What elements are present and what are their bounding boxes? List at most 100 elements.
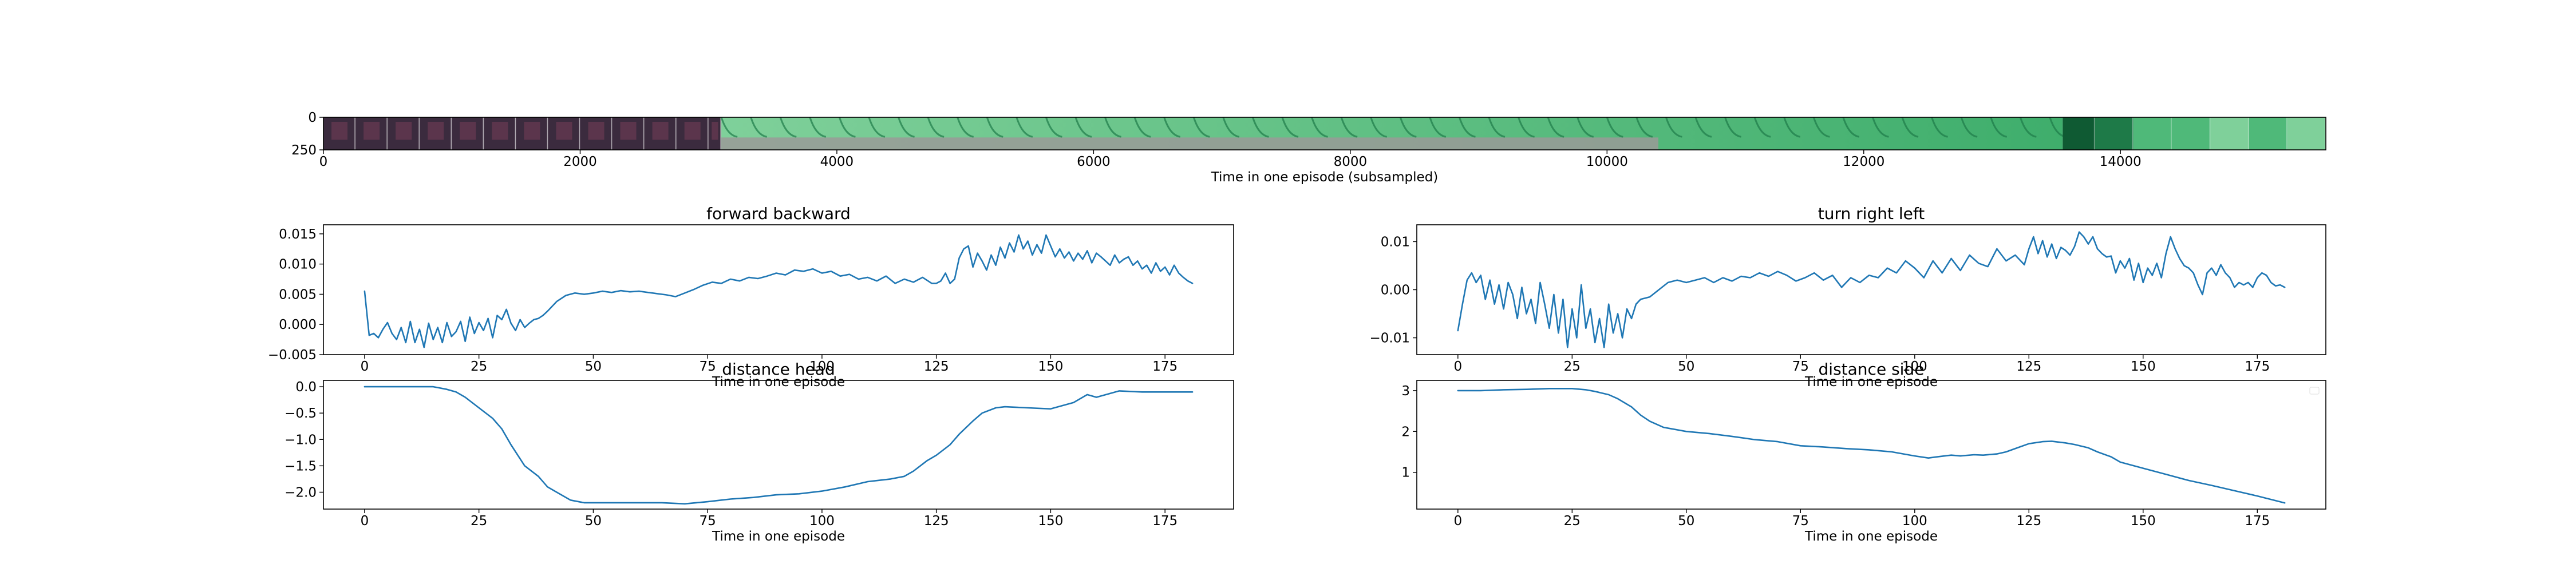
turn-right-left-series-line bbox=[1457, 231, 2286, 348]
forward-backward-y-tick-label: 0.015 bbox=[279, 227, 317, 242]
episode-frame-strip bbox=[323, 117, 2326, 150]
distance-side-axes-frame bbox=[1416, 380, 2326, 510]
distance-side-x-tick-label: 125 bbox=[2016, 514, 2041, 529]
strip-leaf-shape bbox=[1252, 117, 1269, 138]
forward-backward-x-tick-label: 50 bbox=[585, 359, 602, 374]
distance-side-x-tick-label: 75 bbox=[1792, 514, 1809, 529]
strip-x-tick-label: 2000 bbox=[563, 154, 597, 169]
distance-side-x-tick-label: 50 bbox=[1678, 514, 1694, 529]
forward-backward-axes-frame bbox=[323, 224, 1234, 355]
turn-right-left-title: turn right left bbox=[1818, 204, 1925, 223]
strip-leaf-shape bbox=[1518, 117, 1535, 138]
strip-frame-green-large bbox=[2287, 117, 2326, 150]
strip-leaf-shape bbox=[2019, 117, 2037, 138]
strip-leaf-shape bbox=[1045, 117, 1062, 138]
strip-leaf-shape bbox=[750, 117, 768, 138]
strip-leaf-shape bbox=[1990, 117, 2008, 138]
distance-head-y-tick-label: −2.0 bbox=[285, 485, 317, 500]
distance-side-y-tick-label: 3 bbox=[1401, 384, 1410, 399]
forward-backward-x-tick-label: 100 bbox=[809, 359, 835, 374]
distance-head-x-tick-label: 0 bbox=[361, 514, 369, 529]
distance-head-y-tick-label: −0.5 bbox=[285, 406, 317, 421]
strip-leaf-shape bbox=[1192, 117, 1210, 138]
turn-right-left-y-tick-label: 0.01 bbox=[1381, 235, 1410, 249]
strip-leaf-shape bbox=[1074, 117, 1092, 138]
distance-head-x-tick-label: 150 bbox=[1038, 514, 1063, 529]
forward-backward-x-tick-label: 150 bbox=[1038, 359, 1063, 374]
turn-right-left-x-tick-label: 150 bbox=[2131, 359, 2156, 374]
strip-frame-detail bbox=[712, 122, 718, 140]
strip-leaf-shape bbox=[1222, 117, 1240, 138]
strip-leaf-shape bbox=[1016, 117, 1033, 138]
turn-right-left-x-tick-label: 0 bbox=[1453, 359, 1462, 374]
distance-head-x-tick-label: 25 bbox=[471, 514, 487, 529]
distance-head-series-line bbox=[364, 386, 1194, 505]
strip-frame-green-large bbox=[2249, 117, 2287, 150]
strip-x-tick-label: 14000 bbox=[2100, 154, 2142, 169]
strip-leaf-shape bbox=[1340, 117, 1358, 138]
strip-x-tick-label: 6000 bbox=[1077, 154, 1111, 169]
strip-x-tick-label: 10000 bbox=[1586, 154, 1628, 169]
forward-backward-y-tick-label: 0.005 bbox=[279, 287, 317, 302]
strip-frame-detail bbox=[684, 122, 701, 140]
strip-floor bbox=[721, 137, 1658, 150]
strip-frame-detail bbox=[556, 122, 572, 140]
distance-side-series-line bbox=[1457, 388, 2286, 504]
distance-head-x-tick-label: 75 bbox=[700, 514, 716, 529]
distance-side-x-tick-label: 25 bbox=[1564, 514, 1581, 529]
forward-backward-x-tick-label: 125 bbox=[924, 359, 949, 374]
turn-right-left-x-tick-label: 175 bbox=[2245, 359, 2270, 374]
strip-leaf-shape bbox=[779, 117, 797, 138]
strip-leaf-shape bbox=[1724, 117, 1741, 138]
strip-leaf-shape bbox=[1311, 117, 1328, 138]
image-strip-x-ticks: 0 2000 4000 6000 8000 10000 12000 14000 bbox=[319, 150, 2142, 169]
forward-backward-y-tick-label: 0.010 bbox=[279, 257, 317, 272]
turn-right-left-x-tick-label: 75 bbox=[1792, 359, 1809, 374]
distance-side-legend bbox=[2309, 387, 2320, 395]
strip-leaf-shape bbox=[1635, 117, 1653, 138]
strip-leaf-shape bbox=[1842, 117, 1860, 138]
strip-frame-detail bbox=[620, 122, 637, 140]
distance-head-axes-frame bbox=[323, 380, 1234, 510]
strip-leaf-shape bbox=[1488, 117, 1506, 138]
forward-backward-x-tick-label: 25 bbox=[471, 359, 487, 374]
turn-right-left-x-tick-label: 50 bbox=[1678, 359, 1694, 374]
strip-leaf-shape bbox=[1370, 117, 1388, 138]
subplot-forward-backward: 0 25 50 75 100 125 150 175 −0.005 0.000 0.005 0.010… bbox=[268, 204, 1234, 390]
turn-right-left-x-tick-label: 25 bbox=[1564, 359, 1581, 374]
strip-leaf-shape bbox=[1459, 117, 1476, 138]
distance-side-title: distance side bbox=[1819, 360, 1925, 379]
strip-frame-detail bbox=[460, 122, 476, 140]
strip-leaf-shape bbox=[957, 117, 974, 138]
strip-frame-green-large bbox=[2095, 117, 2134, 150]
distance-head-y-tick-label: −1.5 bbox=[285, 459, 317, 474]
strip-leaf-shape bbox=[1783, 117, 1801, 138]
forward-backward-y-tick-label: 0.000 bbox=[279, 317, 317, 332]
strip-leaf-shape bbox=[838, 117, 856, 138]
distance-head-title: distance head bbox=[722, 360, 835, 379]
distance-head-x-axis-label: Time in one episode bbox=[712, 529, 845, 544]
forward-backward-y-tick-label: −0.005 bbox=[268, 348, 317, 363]
strip-leaf-shape bbox=[1281, 117, 1299, 138]
strip-frame-detail bbox=[588, 122, 605, 140]
strip-leaf-shape bbox=[1812, 117, 1830, 138]
strip-frame-green-large bbox=[2133, 117, 2172, 150]
forward-backward-x-tick-label: 0 bbox=[361, 359, 369, 374]
image-strip-frame bbox=[323, 117, 2326, 150]
forward-backward-title: forward backward bbox=[706, 204, 851, 223]
strip-frame-green-large bbox=[2171, 117, 2211, 150]
strip-frame-detail bbox=[492, 122, 508, 140]
strip-leaf-shape bbox=[1665, 117, 1682, 138]
turn-right-left-x-tick-label: 100 bbox=[1902, 359, 1927, 374]
strip-frame-detail bbox=[652, 122, 669, 140]
strip-x-tick-label: 12000 bbox=[1843, 154, 1884, 169]
strip-y-tick-label: 250 bbox=[291, 143, 317, 158]
strip-frame-detail bbox=[524, 122, 540, 140]
distance-side-x-tick-label: 175 bbox=[2245, 514, 2270, 529]
strip-frame-detail bbox=[364, 122, 380, 140]
strip-leaf-shape bbox=[986, 117, 1003, 138]
strip-frame-detail bbox=[428, 122, 444, 140]
